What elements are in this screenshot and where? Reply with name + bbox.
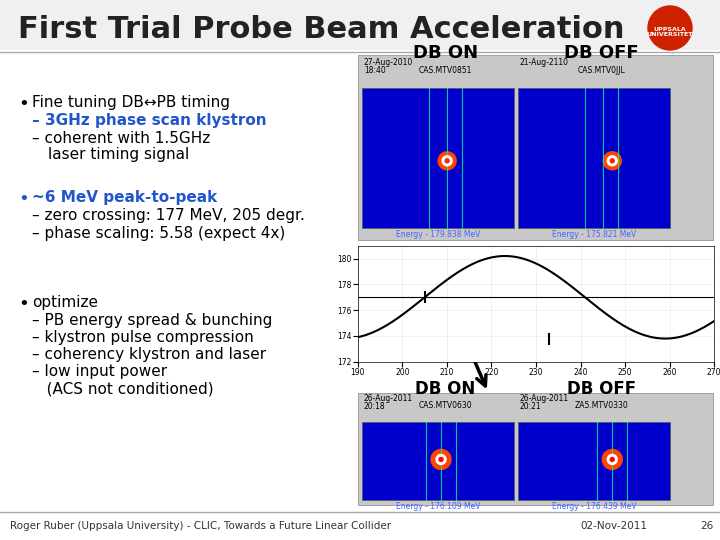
Circle shape: [611, 457, 614, 462]
Circle shape: [602, 449, 622, 469]
FancyBboxPatch shape: [518, 422, 670, 500]
Text: CAS.MTV0JJL: CAS.MTV0JJL: [577, 66, 626, 75]
Circle shape: [607, 455, 617, 464]
Circle shape: [439, 457, 443, 462]
Circle shape: [648, 6, 692, 50]
Text: 26: 26: [700, 521, 714, 531]
Circle shape: [438, 152, 456, 170]
Text: ~6 MeV peak-to-peak: ~6 MeV peak-to-peak: [32, 190, 217, 205]
FancyBboxPatch shape: [358, 393, 713, 505]
Text: UPPSALA
UNIVERSITET: UPPSALA UNIVERSITET: [647, 26, 693, 37]
Text: laser timing signal: laser timing signal: [48, 147, 189, 162]
Text: 02-Nov-2011: 02-Nov-2011: [580, 521, 647, 531]
Text: 21-Aug-2110: 21-Aug-2110: [520, 58, 569, 67]
Text: ZA5.MTV0330: ZA5.MTV0330: [575, 401, 629, 410]
Circle shape: [445, 159, 449, 163]
FancyBboxPatch shape: [0, 0, 720, 50]
Text: – phase scaling: 5.58 (expect 4x): – phase scaling: 5.58 (expect 4x): [32, 226, 285, 241]
Circle shape: [431, 449, 451, 469]
Text: DB OFF: DB OFF: [564, 44, 639, 62]
Text: DB ON: DB ON: [413, 44, 478, 62]
Text: – PB energy spread & bunching: – PB energy spread & bunching: [32, 313, 272, 328]
Text: 26-Aug-2011: 26-Aug-2011: [364, 394, 413, 403]
Text: CAS.MTV0851: CAS.MTV0851: [419, 66, 472, 75]
Circle shape: [607, 156, 617, 166]
Text: Fine tuning DB↔PB timing: Fine tuning DB↔PB timing: [32, 95, 230, 110]
Text: Energy - 176.439 MeV: Energy - 176.439 MeV: [552, 502, 636, 511]
Text: optimize: optimize: [32, 295, 98, 310]
Text: – klystron pulse compression: – klystron pulse compression: [32, 330, 253, 345]
Text: 20:21: 20:21: [520, 402, 541, 411]
Text: – zero crossing: 177 MeV, 205 degr.: – zero crossing: 177 MeV, 205 degr.: [32, 208, 305, 223]
Text: •: •: [18, 295, 29, 313]
Text: – coherent with 1.5GHz: – coherent with 1.5GHz: [32, 131, 210, 146]
Text: DB OFF: DB OFF: [567, 380, 636, 398]
Text: – low input power: – low input power: [32, 364, 167, 379]
Text: •: •: [18, 95, 29, 113]
FancyBboxPatch shape: [362, 422, 514, 500]
Text: •: •: [18, 190, 29, 208]
Text: Energy - 175.821 MeV: Energy - 175.821 MeV: [552, 230, 636, 239]
Text: Energy - 179.838 MeV: Energy - 179.838 MeV: [396, 230, 480, 239]
Text: CAS.MTV0630: CAS.MTV0630: [419, 401, 472, 410]
Circle shape: [611, 159, 614, 163]
Text: (ACS not conditioned): (ACS not conditioned): [32, 381, 214, 396]
FancyBboxPatch shape: [518, 88, 670, 228]
Text: – coherency klystron and laser: – coherency klystron and laser: [32, 347, 266, 362]
Text: 18:40: 18:40: [364, 66, 386, 75]
Circle shape: [442, 156, 452, 166]
Text: 20:18: 20:18: [364, 402, 386, 411]
Text: 27-Aug-2010: 27-Aug-2010: [364, 58, 413, 67]
Text: Roger Ruber (Uppsala University) - CLIC, Towards a Future Linear Collider: Roger Ruber (Uppsala University) - CLIC,…: [10, 521, 391, 531]
Text: – 3GHz phase scan klystron: – 3GHz phase scan klystron: [32, 113, 266, 128]
Circle shape: [603, 152, 621, 170]
Text: 26-Aug-2011: 26-Aug-2011: [520, 394, 569, 403]
Circle shape: [436, 455, 446, 464]
FancyBboxPatch shape: [358, 55, 713, 240]
Text: Energy - 176.109 MeV: Energy - 176.109 MeV: [396, 502, 480, 511]
FancyBboxPatch shape: [362, 88, 514, 228]
Text: First Trial Probe Beam Acceleration: First Trial Probe Beam Acceleration: [18, 16, 624, 44]
Text: DB ON: DB ON: [415, 380, 476, 398]
